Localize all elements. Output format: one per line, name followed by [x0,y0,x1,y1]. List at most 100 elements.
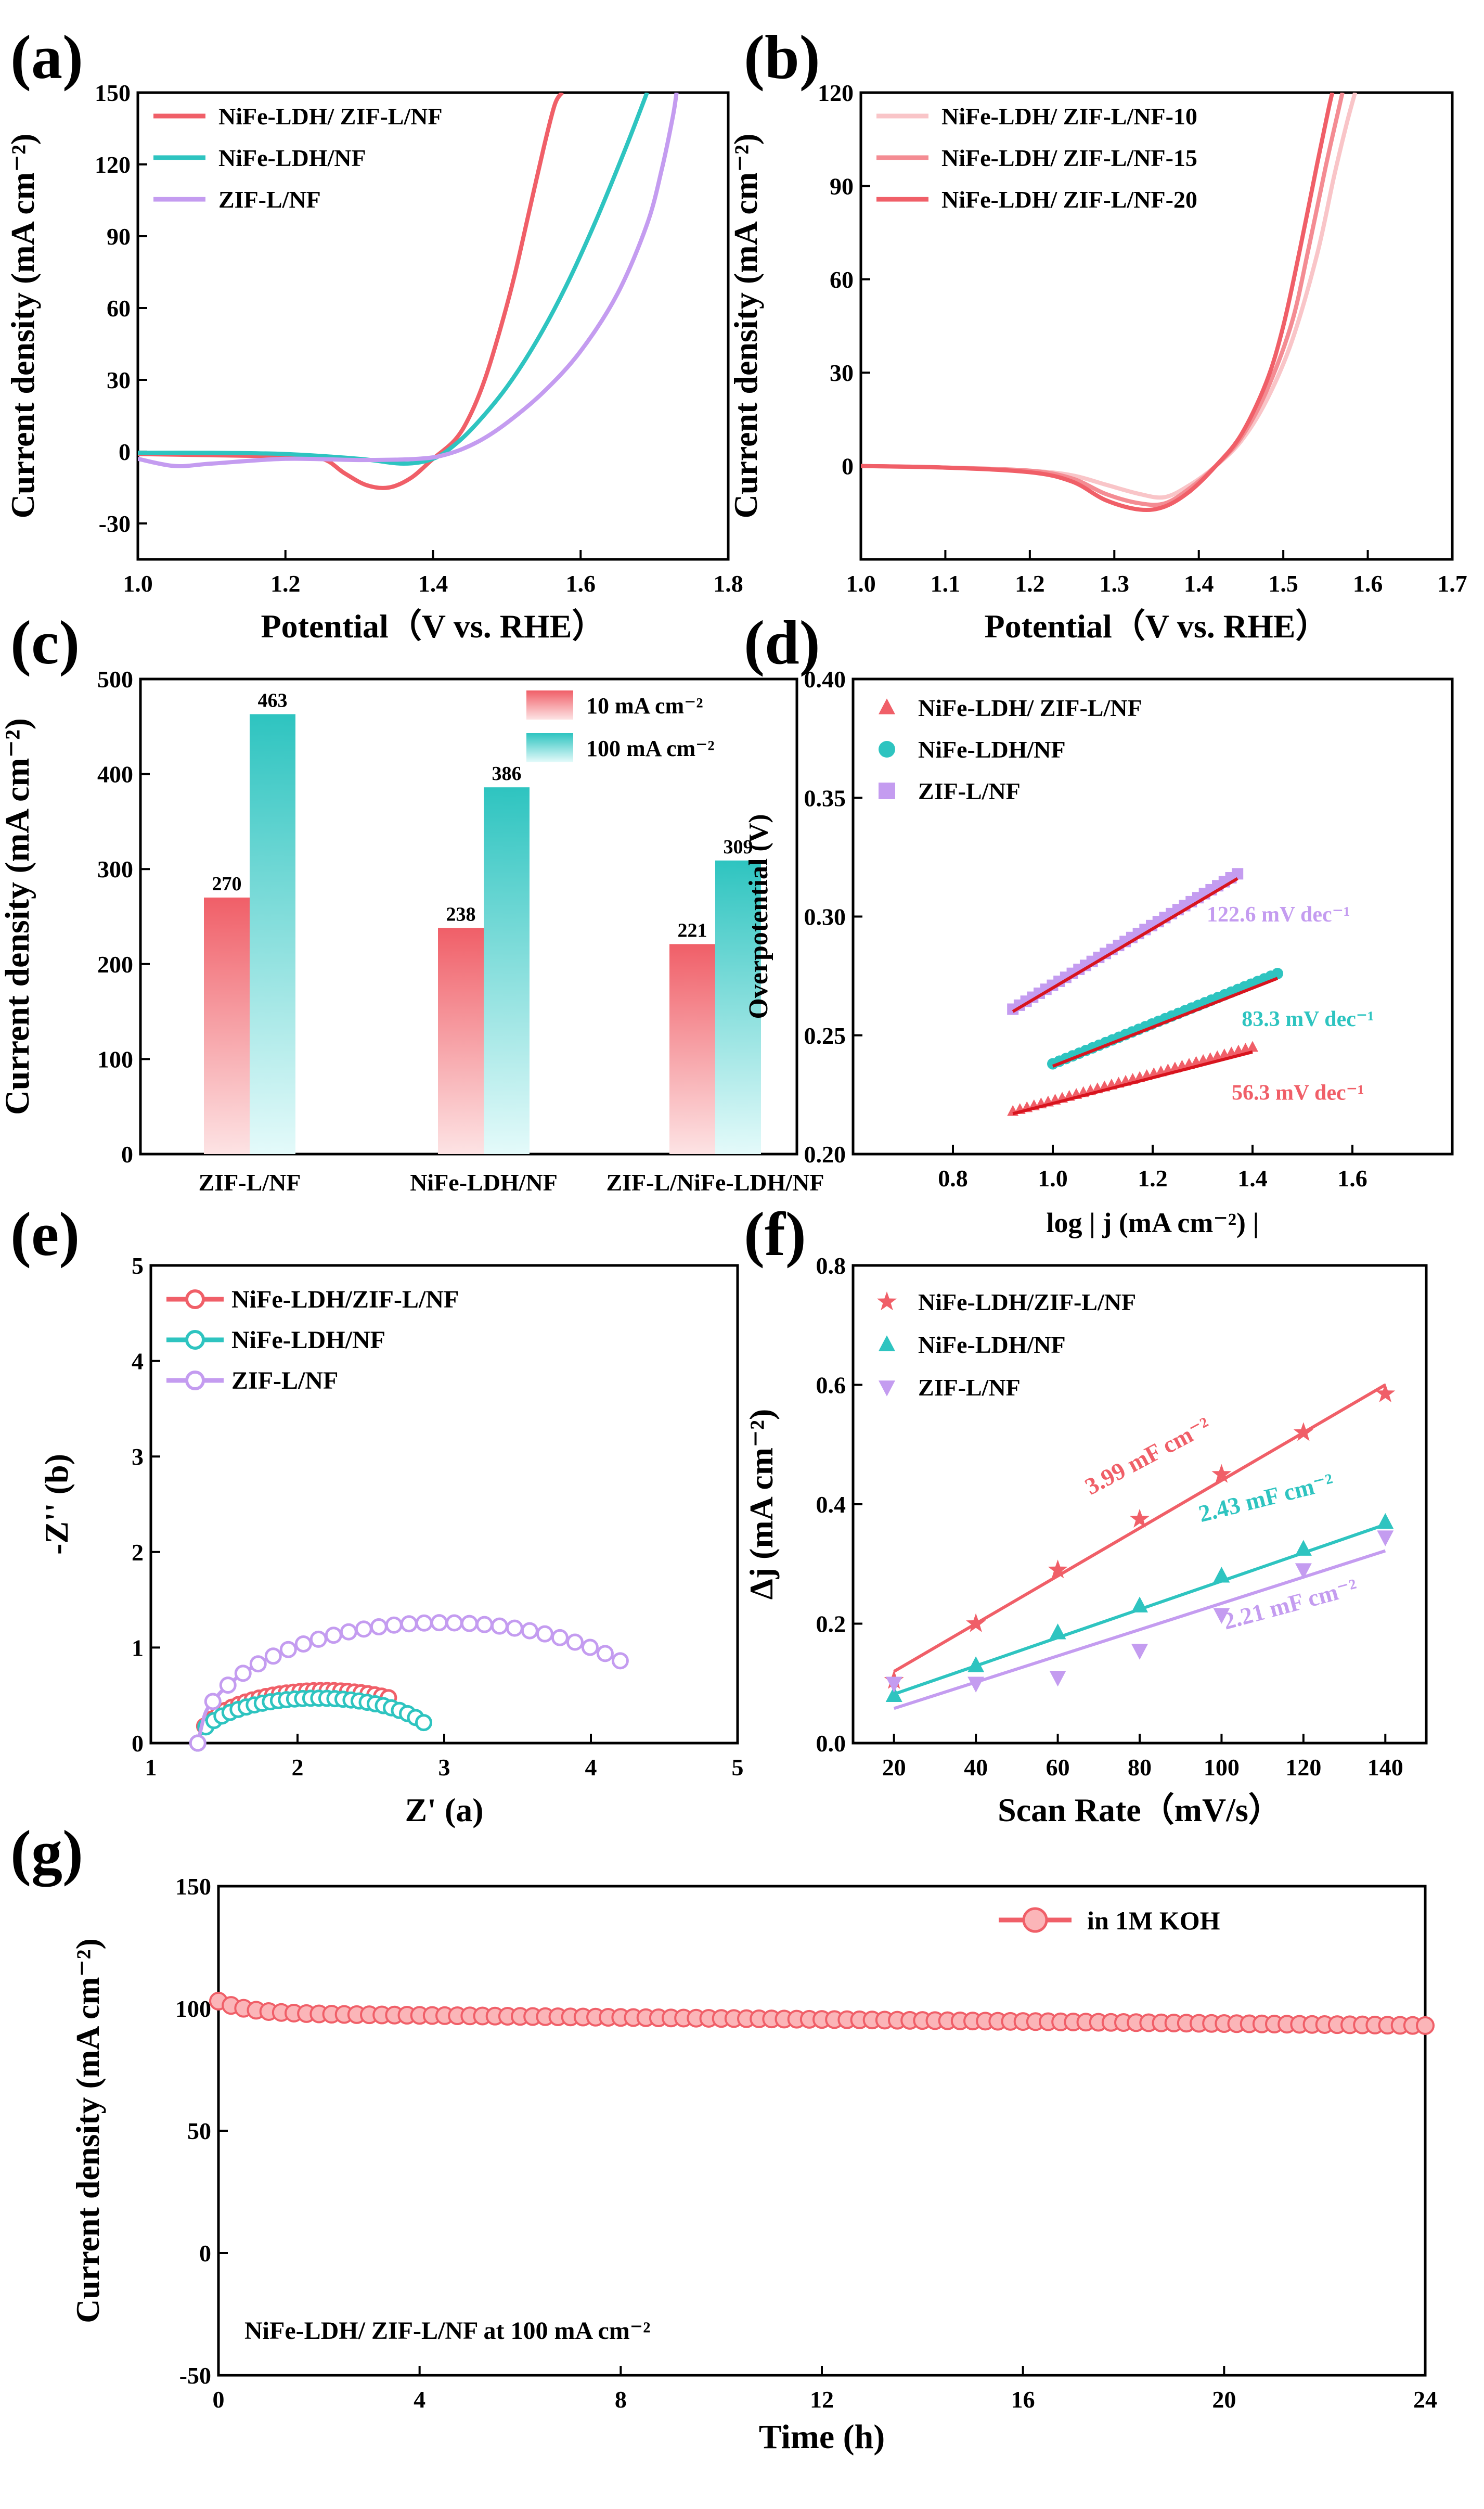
y-tick-label: 5 [132,1252,144,1279]
y-tick-label: 0.40 [804,666,846,693]
slope-label: 3.99 mF cm⁻² [1080,1412,1215,1500]
y-tick-label: 60 [830,266,854,293]
data-point [1247,1041,1258,1052]
y-tick-label: 120 [95,151,131,178]
legend-marker [185,1371,205,1390]
y-tick-label: 0.8 [816,1252,846,1279]
y-tick-label: 90 [830,173,854,199]
y-tick-label: 120 [818,80,854,106]
x-tick-label: 2 [292,1754,304,1781]
panel-d: (d) 0.20 0.25 0.30 0.35 0.40 0.8 1.0 1.2 1.4 1.6 lo… [744,608,1454,1238]
x-tick-label: 1.2 [270,570,301,597]
y-tick-label: -50 [179,2362,211,2389]
plot-frame [859,91,1454,561]
y-axis-label: Δj (mA cm⁻²) [743,1409,780,1600]
data-point [1416,2016,1435,2035]
y-tick-label: 1 [132,1634,144,1661]
data-point [879,783,895,799]
y-tick-label: 0 [199,2240,211,2267]
y-tick-label: 100 [97,1046,133,1072]
legend-label: ZIF-L/NF [218,186,321,213]
legend-label: NiFe-LDH/NF [218,145,366,171]
legend-label: 100 mA cm⁻² [586,736,715,761]
data-point [967,1656,985,1672]
x-tick-label: 80 [1128,1754,1152,1781]
y-tick-label: 100 [175,1995,211,2022]
legend-swatch [526,733,573,762]
x-axis-label: log | j (mA cm⁻²) | [1047,1207,1259,1238]
x-axis-label: Potential（V vs. RHE） [261,608,605,645]
y-tick-label: 400 [97,761,133,788]
legend-label: NiFe-LDH/ ZIF-L/NF-10 [941,103,1197,130]
y-tick-label: 0 [132,1730,144,1757]
panel-f: (f) 0.0 0.2 0.4 0.6 0.8 20 40 60 80 100 120 140 Scan … [743,1199,1428,1828]
legend-label: NiFe-LDH/ZIF-L/NF [231,1286,459,1313]
data-point [1048,1559,1068,1579]
y-tick-label: 500 [97,666,133,693]
x-tick-label: 1.6 [1353,570,1383,597]
legend-label: NiFe-LDH/ZIF-L/NF [918,1289,1136,1315]
data-point [294,1635,312,1653]
legend-label: 10 mA cm⁻² [586,693,703,719]
data-point [506,1619,523,1637]
category-label: ZIF-L/NF [199,1169,301,1196]
x-tick-label: 1.2 [1015,570,1045,597]
x-tick-label: 140 [1367,1754,1403,1781]
y-tick-label: 3 [132,1443,144,1470]
x-axis-label: Z' (a) [405,1791,483,1828]
data-point [885,1686,902,1702]
y-tick-label: 150 [175,1873,211,1900]
legend-label: NiFe-LDH/ ZIF-L/NF-20 [941,186,1197,213]
data-point [877,1291,897,1311]
bar [669,944,715,1154]
y-tick-label: 0.4 [816,1491,846,1518]
y-tick-label: 150 [95,80,131,106]
data-point [1375,1383,1396,1402]
y-tick-label: 0 [842,453,854,480]
y-tick-label: 0 [121,1141,133,1168]
x-tick-label: 120 [1285,1754,1321,1781]
y-tick-label: 30 [830,360,854,386]
y-tick-label: 0.35 [804,785,846,811]
data-point [491,1617,508,1635]
legend-marker [185,1330,205,1350]
y-tick-label: 300 [97,856,133,882]
data-point [596,1645,614,1662]
data-point [879,698,895,714]
data-point [1232,868,1244,880]
plot-frame [217,1885,1427,2377]
data-point [879,1380,895,1397]
y-axis-label: Current density (mA cm⁻²) [727,134,764,519]
legend-label: ZIF-L/NF [918,778,1021,804]
y-axis-label: Current density (mA cm⁻²) [0,718,36,1115]
slope-label: 56.3 mV dec⁻¹ [1232,1081,1364,1105]
x-tick-label: 1.4 [418,570,448,597]
y-tick-label: 200 [97,951,133,978]
data-point [430,1614,448,1632]
data-point [445,1614,463,1632]
bar-value-label: 386 [492,763,522,785]
y-tick-label: 0.2 [816,1611,846,1637]
data-point [249,1655,267,1673]
x-tick-label: 1.5 [1268,570,1298,597]
legend-label: ZIF-L/NF [918,1374,1021,1401]
bar [715,860,761,1154]
data-point [204,1693,222,1710]
x-tick-label: 12 [810,2386,834,2413]
data-point [400,1615,418,1633]
data-point [279,1641,297,1658]
x-tick-label: 4 [414,2386,425,2413]
data-point [879,1335,895,1351]
x-tick-label: 1.0 [846,570,876,597]
x-tick-label: 8 [615,2386,627,2413]
y-tick-label: 0.0 [816,1730,846,1757]
x-tick-label: 1.2 [1138,1165,1168,1192]
legend-label: NiFe-LDH/NF [918,1332,1066,1358]
bar-value-label: 238 [446,903,476,925]
legend-label: NiFe-LDH/NF [918,736,1066,763]
x-tick-label: 5 [732,1754,744,1781]
data-point [1377,1513,1394,1529]
data-point [966,1613,986,1632]
data-point [460,1615,478,1632]
